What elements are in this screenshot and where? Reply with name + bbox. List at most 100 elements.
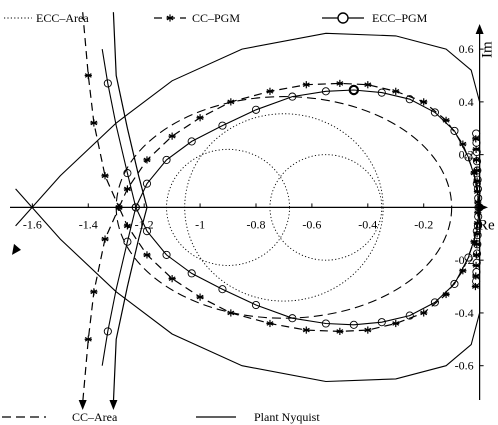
cc-pgm-marker xyxy=(472,135,480,143)
y-axis-arrow xyxy=(475,24,484,34)
ecc-pgm-marker xyxy=(321,87,330,96)
ecc-pgm-marker xyxy=(251,105,261,114)
cc-pgm-marker xyxy=(472,156,481,164)
cc-pgm-marker xyxy=(470,238,478,246)
ecc-pgm-marker xyxy=(321,319,330,328)
cc-pgm-arrow-bottom xyxy=(78,400,87,410)
ecc-pgm-marker xyxy=(377,318,386,327)
axes: -1.6 -1.4 -1.2 -1 -0.8 -0.6 -0.4 -0.2 0 0.6 0.4 0.2… xyxy=(10,24,496,400)
x-tick-label: 0 xyxy=(477,217,483,231)
cc-pgm-marker xyxy=(101,172,109,180)
y-tick-label: -0.4 xyxy=(455,306,474,320)
legend-label: Plant Nyquist xyxy=(254,410,320,424)
x-axis-arrow xyxy=(478,203,488,212)
cc-pgm-marker xyxy=(472,272,480,280)
x-axis-label: Re xyxy=(478,217,495,233)
ecc-pgm-marker xyxy=(349,320,358,329)
y-tick-label: -0.6 xyxy=(455,359,474,373)
legend-marker-ecc-pgm xyxy=(337,12,349,24)
plot-area xyxy=(12,12,484,410)
cc-pgm-marker xyxy=(266,319,274,328)
cc-pgm-marker xyxy=(227,309,235,317)
x-tick-label: -0.8 xyxy=(246,217,265,231)
legend-label: ECC–Area xyxy=(36,11,89,25)
ecc-pgm-marker xyxy=(430,108,439,117)
cc-pgm-marker xyxy=(84,71,92,80)
cc-pgm-marker xyxy=(302,326,310,334)
cc-pgm-marker xyxy=(392,319,400,328)
ecc-pgm-marker xyxy=(142,227,152,236)
legend-label: CC–PGM xyxy=(192,11,240,25)
plant-nyquist-arrow-bottom xyxy=(109,400,118,410)
ecc-pgm-highlight-marker xyxy=(348,84,360,96)
cc-pgm-marker xyxy=(90,119,98,127)
ecc-pgm-marker xyxy=(187,137,196,146)
y-tick-label: -0.2 xyxy=(455,253,474,267)
ecc-pgm-marker xyxy=(405,95,414,104)
y-tick-label: 0.2 xyxy=(459,148,474,162)
cc-pgm-marker xyxy=(392,87,400,95)
ecc-pgm-marker xyxy=(430,298,439,307)
cc-pgm-marker xyxy=(420,98,428,106)
ecc-pgm-marker xyxy=(123,169,132,178)
cc-pgm-marker xyxy=(123,185,132,193)
cc-pgm-marker xyxy=(459,140,467,148)
cc-pgm-marker xyxy=(459,267,467,275)
legend-label: ECC–PGM xyxy=(372,11,428,25)
cc-pgm-marker xyxy=(266,87,274,95)
x-tick-label: -1.2 xyxy=(135,217,154,231)
ecc-pgm-marker xyxy=(288,314,297,323)
y-tick-label: 0.6 xyxy=(459,42,474,56)
x-tick-label: -0.2 xyxy=(414,217,433,231)
cc-pgm-marker xyxy=(101,235,109,243)
cc-pgm-marker xyxy=(302,81,310,89)
cc-pgm-marker xyxy=(196,114,204,122)
cc-pgm-marker xyxy=(336,79,344,88)
legend-marker-cc-pgm xyxy=(166,14,174,22)
cc-pgm-marker xyxy=(442,290,450,299)
cc-pgm-marker xyxy=(364,326,372,334)
x-tick-label: -1.6 xyxy=(23,217,42,231)
ecc-pgm-marker xyxy=(464,153,473,162)
ecc-pgm-marker xyxy=(142,179,152,188)
ecc-pgm-marker xyxy=(218,285,227,294)
cc-pgm-marker xyxy=(84,335,92,343)
ecc-pgm-marker xyxy=(162,250,171,259)
legend: ECC–Area CC–PGM ECC–PGM CC–Area Plant Nyquis… xyxy=(2,11,428,424)
ecc-pgm-marker xyxy=(251,300,261,310)
ecc-pgm-marker xyxy=(103,79,112,88)
x-tick-label: -0.4 xyxy=(358,217,377,231)
ecc-pgm-marker xyxy=(405,311,414,320)
legend-label: CC–Area xyxy=(72,410,118,424)
cc-pgm-marker xyxy=(364,81,372,89)
x-tick-label: -1.4 xyxy=(79,217,98,231)
cc-pgm-marker xyxy=(168,275,176,283)
cc-pgm-marker xyxy=(143,251,151,259)
cc-pgm-marker xyxy=(90,288,98,296)
plant-nyquist-arrow-left xyxy=(12,243,21,255)
ecc-pgm-marker xyxy=(450,126,459,135)
cc-pgm-marker xyxy=(472,261,480,270)
cc-pgm-marker xyxy=(123,222,132,230)
y-axis-label: Im xyxy=(480,41,496,58)
ecc-pgm-marker xyxy=(288,92,297,101)
ecc-pgm-marker xyxy=(464,253,473,262)
x-tick-label: -0.6 xyxy=(302,217,321,231)
ecc-pgm-marker xyxy=(450,279,459,288)
ecc-pgm-marker xyxy=(103,327,112,336)
cc-pgm-marker xyxy=(168,132,176,140)
cc-pgm-marker xyxy=(471,282,480,291)
y-tick-label: 0.4 xyxy=(459,95,474,109)
ecc-pgm-marker xyxy=(123,237,132,246)
cc-pgm-marker xyxy=(336,327,344,336)
cc-pgm-marker xyxy=(472,251,481,259)
ecc-pgm-marker xyxy=(187,269,196,278)
cc-pgm-marker xyxy=(420,309,428,317)
cc-pgm-marker xyxy=(143,156,151,164)
cc-pgm-marker xyxy=(442,116,450,124)
ecc-pgm-marker xyxy=(218,121,227,130)
cc-pgm-marker xyxy=(472,145,480,153)
ecc-pgm-marker xyxy=(162,155,171,164)
ecc-pgm-marker xyxy=(377,88,386,97)
